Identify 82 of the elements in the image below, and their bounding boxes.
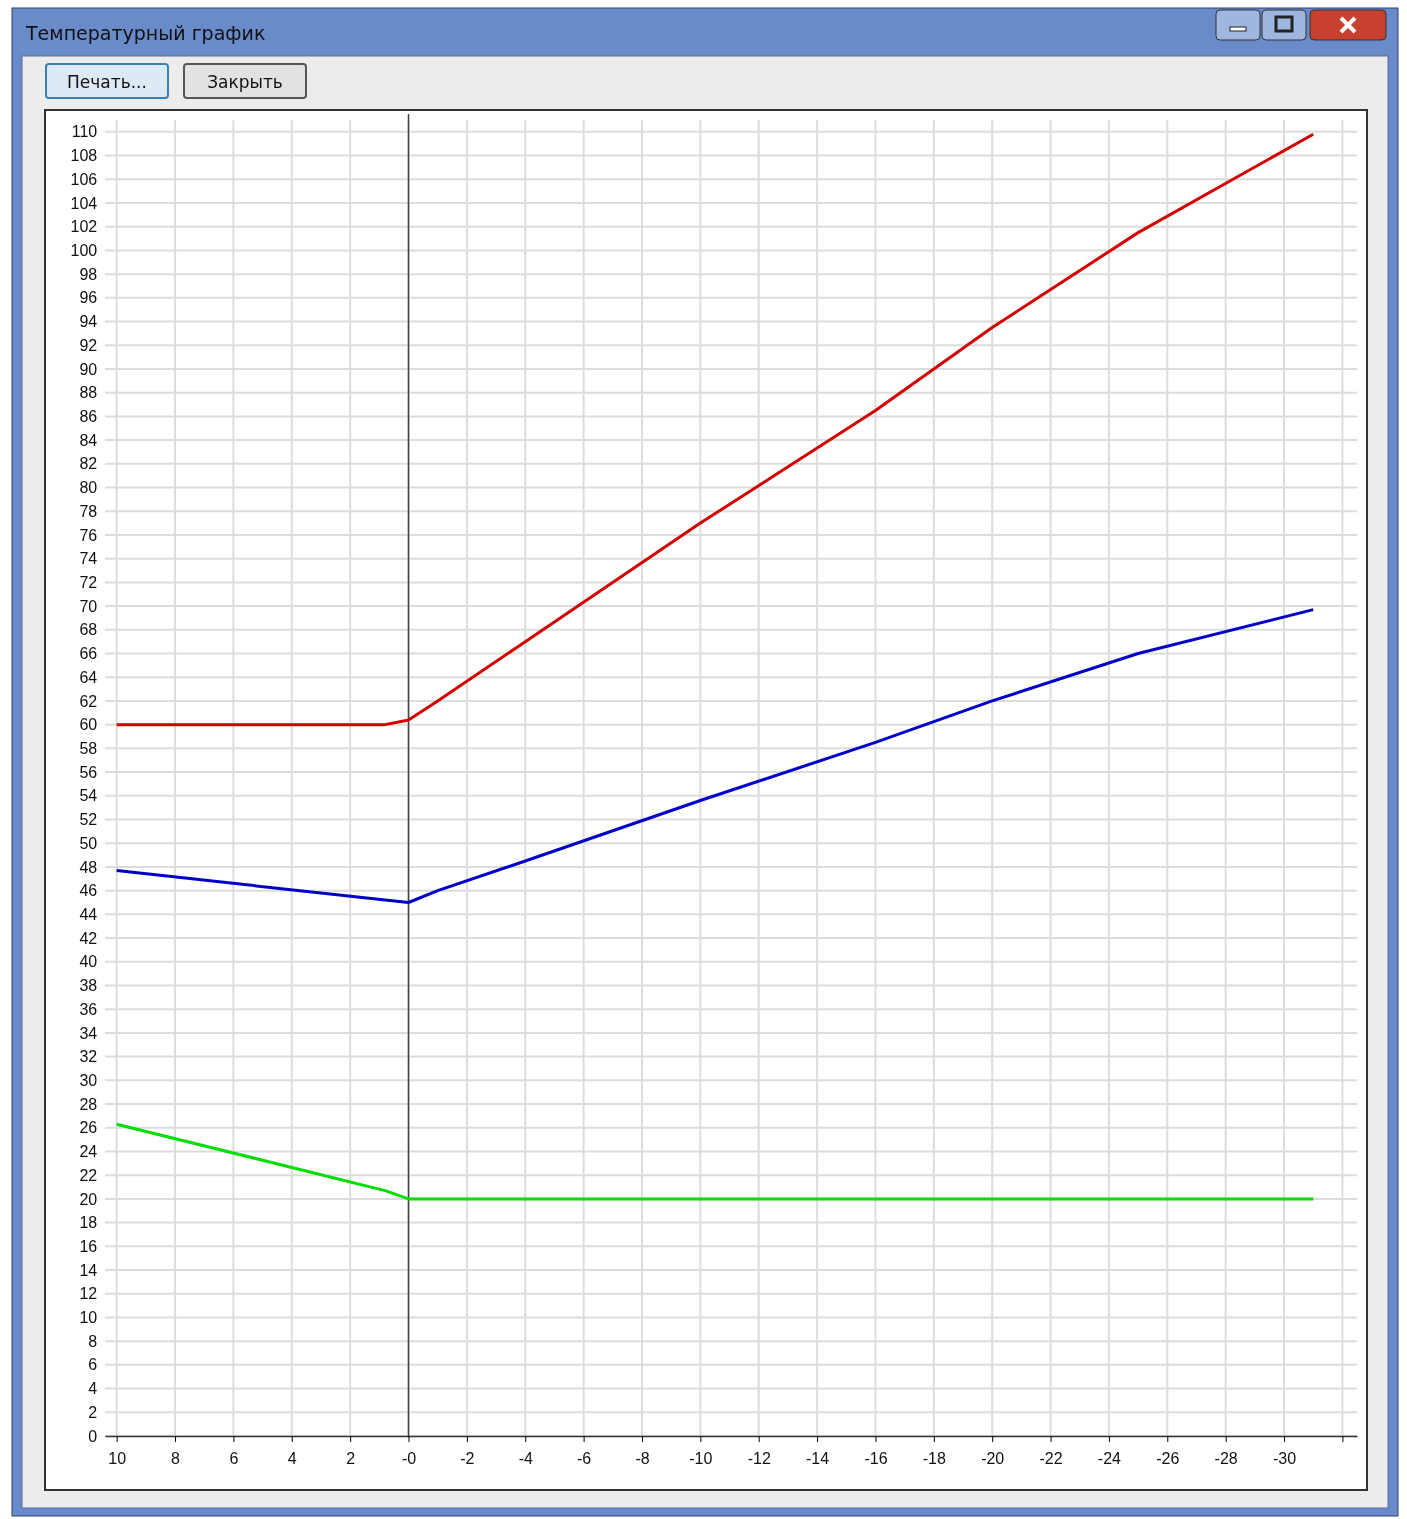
y-tick-label: 18: [79, 1214, 98, 1232]
x-tick-label: -20: [981, 1450, 1005, 1468]
y-tick-label: 32: [79, 1048, 98, 1066]
y-tick-label: 22: [79, 1166, 98, 1184]
y-tick-label: 34: [79, 1024, 98, 1042]
y-tick-label: 72: [79, 574, 98, 591]
y-tick-label: 20: [79, 1190, 98, 1208]
y-tick-label: 42: [79, 929, 98, 947]
y-tick-label: 4: [88, 1380, 98, 1398]
y-tick-label: 104: [70, 194, 98, 212]
button: Закрыть: [183, 63, 307, 99]
x-tick-label: 8: [171, 1450, 181, 1468]
y-tick-label: 40: [79, 953, 98, 971]
x-tick-label: -28: [1214, 1450, 1238, 1468]
y-tick-label: 56: [79, 763, 98, 781]
y-tick-label: 48: [79, 858, 98, 876]
y-tick-label: 70: [79, 597, 98, 615]
y-tick-label: 60: [79, 716, 98, 734]
y-tick-label: 10: [79, 1309, 98, 1327]
y-tick-label: 82: [79, 455, 98, 473]
line-series: [115, 608, 1315, 904]
y-tick-label: 6: [88, 1356, 98, 1374]
y-tick-label: 78: [79, 502, 98, 520]
y-tick-label: 30: [79, 1071, 98, 1089]
y-tick-label: 52: [79, 811, 98, 829]
x-tick-label: -22: [1039, 1450, 1063, 1468]
y-tick-label: 28: [79, 1095, 98, 1113]
y-tick-label: 0: [88, 1427, 98, 1445]
y-tick-label: 108: [70, 147, 98, 165]
x-tick-label: -12: [747, 1450, 771, 1468]
y-tick-label: 98: [79, 265, 98, 283]
x-tick-label: -16: [864, 1450, 888, 1468]
y-tick-label: 16: [79, 1237, 98, 1255]
x-tick-label: 10: [108, 1450, 127, 1468]
y-tick-label: 50: [79, 834, 98, 852]
line-series: [115, 132, 1315, 727]
x-tick-label: -10: [689, 1450, 713, 1468]
x-tick-label: 2: [346, 1450, 356, 1468]
y-tick-label: 62: [79, 692, 98, 710]
y-tick-label: 64: [79, 668, 98, 686]
y-tick-label: 36: [79, 1000, 98, 1018]
y-tick-label: 14: [79, 1261, 98, 1279]
x-tick-label: -14: [806, 1450, 830, 1468]
y-tick-label: 24: [79, 1143, 98, 1161]
x-tick-label: 6: [229, 1450, 239, 1468]
y-tick-label: 38: [79, 977, 98, 995]
x-tick-label: -8: [635, 1450, 650, 1468]
y-tick-label: 2: [88, 1403, 98, 1421]
y-tick-label: 106: [70, 170, 98, 188]
x-tick-label: -4: [518, 1450, 533, 1468]
y-tick-label: 26: [79, 1119, 98, 1137]
y-tick-label: 12: [79, 1285, 98, 1303]
y-tick-label: 88: [79, 384, 98, 402]
y-tick-label: 74: [79, 550, 98, 568]
y-tick-label: 76: [79, 526, 98, 544]
x-tick-label: -18: [922, 1450, 946, 1468]
y-tick-label: 84: [79, 431, 98, 449]
y-tick-label: 46: [79, 882, 98, 900]
y-tick-label: 66: [79, 645, 98, 663]
y-tick-label: 90: [79, 360, 98, 378]
button: Печать...: [45, 63, 169, 99]
x-tick-label: 4: [287, 1450, 297, 1468]
x-tick-label: -6: [577, 1450, 592, 1468]
x-tick-label: -26: [1156, 1450, 1180, 1468]
y-tick-label: 110: [71, 123, 98, 141]
y-tick-label: 100: [70, 242, 98, 260]
y-tick-label: 92: [79, 336, 98, 354]
y-tick-label: 58: [79, 739, 98, 757]
chart-title: Температурный график: [25, 22, 266, 44]
y-tick-label: 96: [79, 289, 98, 307]
x-tick-label: -24: [1097, 1450, 1122, 1468]
x-tick-label: -30: [1272, 1450, 1297, 1468]
y-tick-label: 94: [79, 313, 98, 331]
y-tick-label: 8: [88, 1332, 98, 1350]
x-tick-label: -0: [401, 1450, 417, 1468]
y-tick-label: 80: [79, 479, 98, 497]
y-tick-label: 102: [70, 218, 98, 236]
y-tick-label: 44: [79, 905, 98, 923]
y-tick-label: 68: [79, 621, 98, 639]
y-tick-label: 86: [79, 408, 98, 426]
x-tick-label: -2: [460, 1450, 475, 1468]
y-tick-label: 54: [79, 787, 98, 805]
